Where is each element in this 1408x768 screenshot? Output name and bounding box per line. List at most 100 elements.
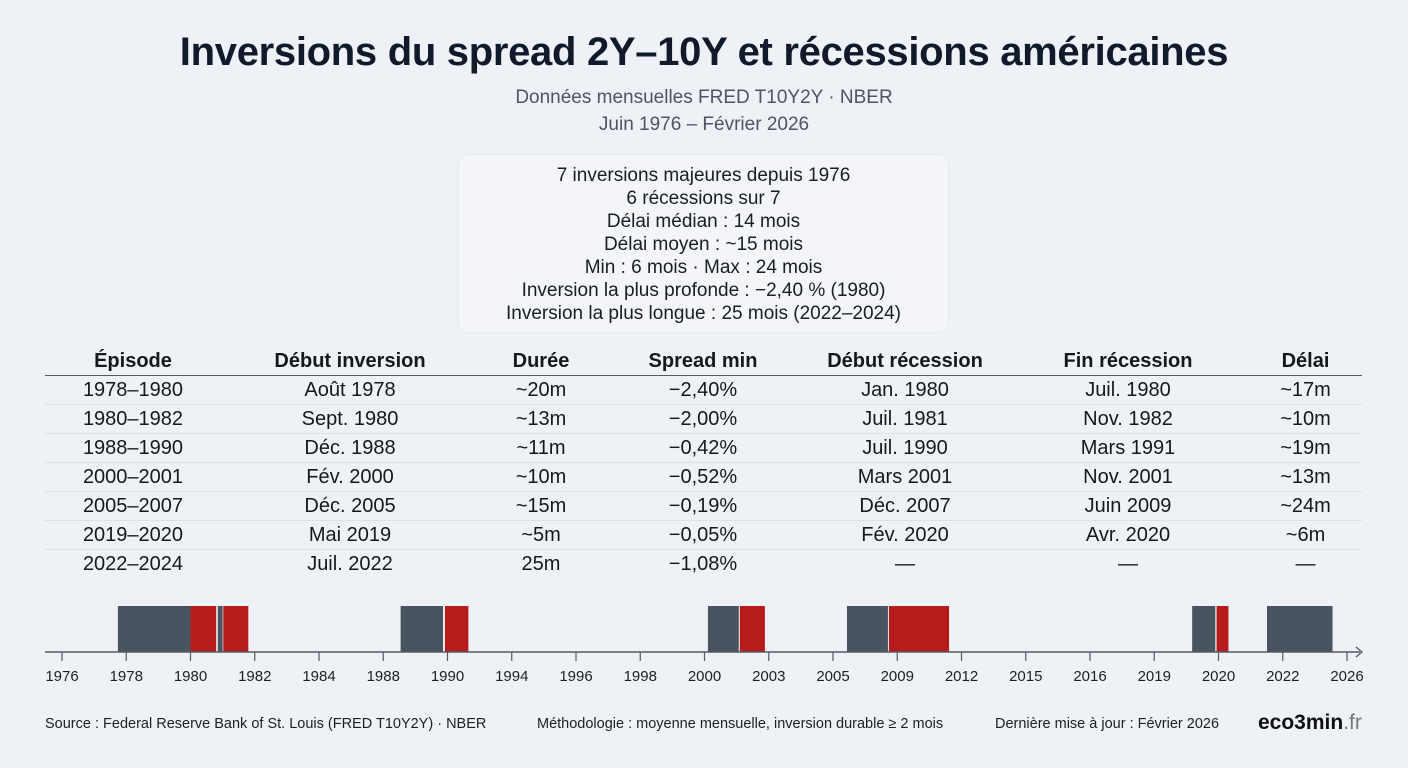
table-cell: ~11m [479, 433, 603, 463]
inversion-bar [400, 606, 444, 652]
table-cell: Juil. 1981 [803, 404, 1007, 434]
x-tick-label: 1988 [367, 668, 400, 685]
x-tick-label: 2026 [1330, 668, 1363, 685]
table-cell: — [1118, 552, 1138, 575]
timeline-chart: 1976 1978 1980 1982 1984 1988 1990 1994 1996 1998… [45, 606, 1364, 685]
x-tick-label: 1994 [495, 668, 528, 685]
recession-bar [190, 606, 217, 652]
x-tick-label: 1998 [624, 668, 657, 685]
recession-bar [444, 606, 469, 652]
x-tick-label: 2016 [1073, 668, 1106, 685]
table-cell: 2005–2007 [45, 491, 221, 521]
x-tick-label: 1984 [302, 668, 335, 685]
table-cell: Fév. 2000 [221, 462, 479, 492]
table-cell: 2022–2024 [82, 552, 184, 575]
x-tick-label: 1990 [431, 668, 464, 685]
x-tick-label: 2015 [1009, 668, 1042, 685]
table-cell: ~10m [479, 462, 603, 492]
x-tick-label: 1982 [238, 668, 271, 685]
table-cell: Mai 2019 [221, 520, 479, 550]
table-cell: — [1295, 552, 1316, 575]
x-tick-label: 2003 [752, 668, 785, 685]
chart-subtitle: Données mensuelles FRED T10Y2Y · NBER [515, 87, 893, 108]
column-header: Spread min [603, 347, 803, 376]
x-tick-label: 2009 [881, 668, 914, 685]
table-cell: −0,05% [603, 520, 803, 550]
table-row: 1978–1980 Août 1978 ~20m −2,40% Jan. 1980 Jui… [45, 375, 1362, 405]
table-cell: −2,00% [603, 404, 803, 434]
table-cell: ~17m [1249, 375, 1362, 405]
table-cell: 2019–2020 [45, 520, 221, 550]
table-cell: ~24m [1249, 491, 1362, 521]
recession-bar [1216, 606, 1229, 652]
table-cell: Déc. 2007 [803, 491, 1007, 521]
table-cell: Mars 1991 [1007, 433, 1249, 463]
table-cell: −0,42% [603, 433, 803, 463]
table-cell: Août 1978 [221, 375, 479, 405]
summary-line: 7 inversions majeures depuis 1976 [556, 165, 851, 186]
table-cell: Jan. 1980 [803, 375, 1007, 405]
inversion-bar [707, 606, 739, 652]
inversion-bar [217, 606, 223, 652]
inversion-bar [1192, 606, 1216, 652]
table-row: 2019–2020 Mai 2019 ~5m −0,05% Fév. 2020 Avr. … [45, 520, 1362, 550]
table-cell: Déc. 1988 [221, 433, 479, 463]
table-cell: ~13m [479, 404, 603, 434]
table-cell: ~20m [479, 375, 603, 405]
x-tick-label: 2022 [1266, 668, 1299, 685]
table-row: 2000–2001 Fév. 2000 ~10m −0,52% Mars 2001 Nov… [45, 462, 1362, 492]
table-cell: Juil. 1990 [803, 433, 1007, 463]
recession-bar [888, 606, 950, 652]
summary-box: 7 inversions majeures depuis 1976 6 réce… [459, 155, 948, 332]
table-cell: ~19m [1249, 433, 1362, 463]
brand-logo: eco3min.fr [1258, 711, 1362, 734]
table-cell: — [895, 552, 915, 575]
recession-bar [223, 606, 249, 652]
summary-line: Inversion la plus profonde : −2,40 % (19… [521, 280, 886, 301]
x-tick-label: 2019 [1138, 668, 1171, 685]
table-cell: Nov. 2001 [1007, 462, 1249, 492]
table-cell: ~6m [1249, 520, 1362, 550]
table-cell: ~10m [1249, 404, 1362, 434]
recession-bar [739, 606, 765, 652]
inversion-bar [846, 606, 888, 652]
x-tick-label: 1976 [45, 668, 78, 685]
table-cell: ~13m [1249, 462, 1362, 492]
table-row: 1988–1990 Déc. 1988 ~11m −0,42% Juil. 1990 Ma… [45, 433, 1362, 463]
column-header: Fin récession [1007, 347, 1249, 376]
x-tick-label: 2020 [1202, 668, 1235, 685]
table-cell: Nov. 1982 [1007, 404, 1249, 434]
table-header-row: Épisode Début inversion Durée Spread min Déb… [45, 347, 1362, 376]
table-cell: Fév. 2020 [803, 520, 1007, 550]
summary-line: Min : 6 mois · Max : 24 mois [584, 257, 823, 278]
table-cell: Juil. 2022 [307, 552, 393, 575]
table-cell: 2000–2001 [45, 462, 221, 492]
table-row: 2022–2024 Juil. 2022 25m −1,08% — — — [45, 550, 1362, 579]
table-cell: −1,08% [668, 552, 738, 575]
table-cell: Juin 2009 [1007, 491, 1249, 521]
table-cell: 1980–1982 [45, 404, 221, 434]
table-cell: −0,19% [603, 491, 803, 521]
table-cell: ~5m [479, 520, 603, 550]
table-cell: −0,52% [603, 462, 803, 492]
summary-line: 6 récessions sur 7 [626, 188, 781, 209]
x-tick-label: 2000 [688, 668, 721, 685]
column-header: Début récession [803, 347, 1007, 376]
table-cell: −2,40% [603, 375, 803, 405]
table-cell: Sept. 1980 [221, 404, 479, 434]
x-tick-label: 2005 [816, 668, 849, 685]
table-cell: ~15m [479, 491, 603, 521]
inversion-bar [1267, 606, 1333, 652]
x-tick-label: 1980 [174, 668, 207, 685]
table-cell: Déc. 2005 [221, 491, 479, 521]
column-header: Début inversion [221, 347, 479, 376]
axis-arrow-icon [1355, 646, 1364, 658]
table-cell: Mars 2001 [803, 462, 1007, 492]
inversion-bar [117, 606, 191, 652]
table-cell: 1988–1990 [45, 433, 221, 463]
column-header: Épisode [45, 347, 221, 376]
chart-period: Juin 1976 – Février 2026 [598, 114, 810, 135]
summary-line: Délai moyen : ~15 mois [603, 234, 804, 255]
episodes-table: Épisode Début inversion Durée Spread min Déb… [45, 347, 1362, 578]
chart-title: Inversions du spread 2Y–10Y et récession… [179, 30, 1229, 74]
